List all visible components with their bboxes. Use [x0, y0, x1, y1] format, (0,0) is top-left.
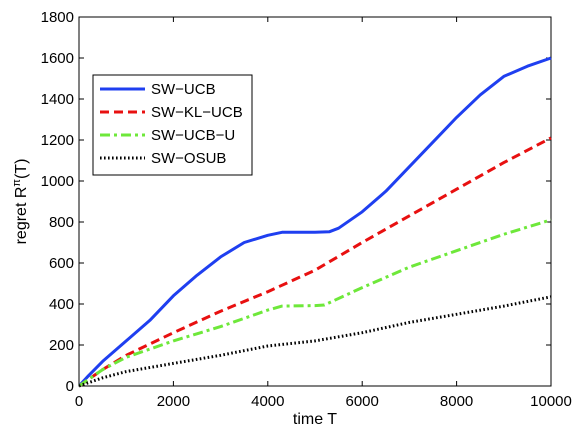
series-line-3	[78, 218, 552, 388]
series-line-2	[78, 136, 552, 388]
y-axis-label-main: regret R	[13, 187, 30, 245]
legend-box	[92, 74, 253, 176]
y-tick-label: 1400	[41, 91, 74, 108]
x-axis-label: time T	[293, 411, 337, 428]
legend-label: SW−OSUB	[151, 150, 226, 167]
series-lines	[77, 56, 552, 388]
y-axis-label-superscript: π	[11, 179, 23, 187]
plot-frame	[78, 16, 552, 387]
y-tick-label: 1600	[41, 50, 74, 67]
y-tick-label: 0	[66, 378, 74, 395]
y-axis-label: regret Rπ(T)	[11, 159, 30, 245]
axis-ticks: 0 2000 4000 6000 8000 10000 0 200 400 600 800 1000 1…	[41, 9, 572, 410]
plot-border	[78, 16, 552, 387]
y-tick-label: 400	[49, 296, 74, 313]
legend-label: SW−KL−UCB	[151, 104, 243, 121]
y-tick-label: 600	[49, 255, 74, 272]
legend-label: SW−UCB−U	[151, 127, 235, 144]
legend: SW−UCB SW−KL−UCB SW−UCB−U SW−OSUB	[92, 74, 253, 176]
y-tick-label: 200	[49, 337, 74, 354]
y-tick-label: 1800	[41, 9, 74, 26]
legend-label: SW−UCB	[151, 81, 216, 98]
x-tick-label: 6000	[346, 393, 379, 410]
x-tick-label: 4000	[251, 393, 284, 410]
series-line-4	[78, 295, 552, 388]
y-tick-label: 1200	[41, 132, 74, 149]
y-tick-label: 800	[49, 214, 74, 231]
x-tick-label: 8000	[440, 393, 473, 410]
y-axis-label-suffix: (T)	[13, 159, 30, 179]
x-tick-label: 2000	[157, 393, 190, 410]
x-tick-label: 0	[75, 393, 83, 410]
y-tick-label: 1000	[41, 173, 74, 190]
x-tick-label: 10000	[530, 393, 572, 410]
series-line-1	[77, 56, 552, 388]
